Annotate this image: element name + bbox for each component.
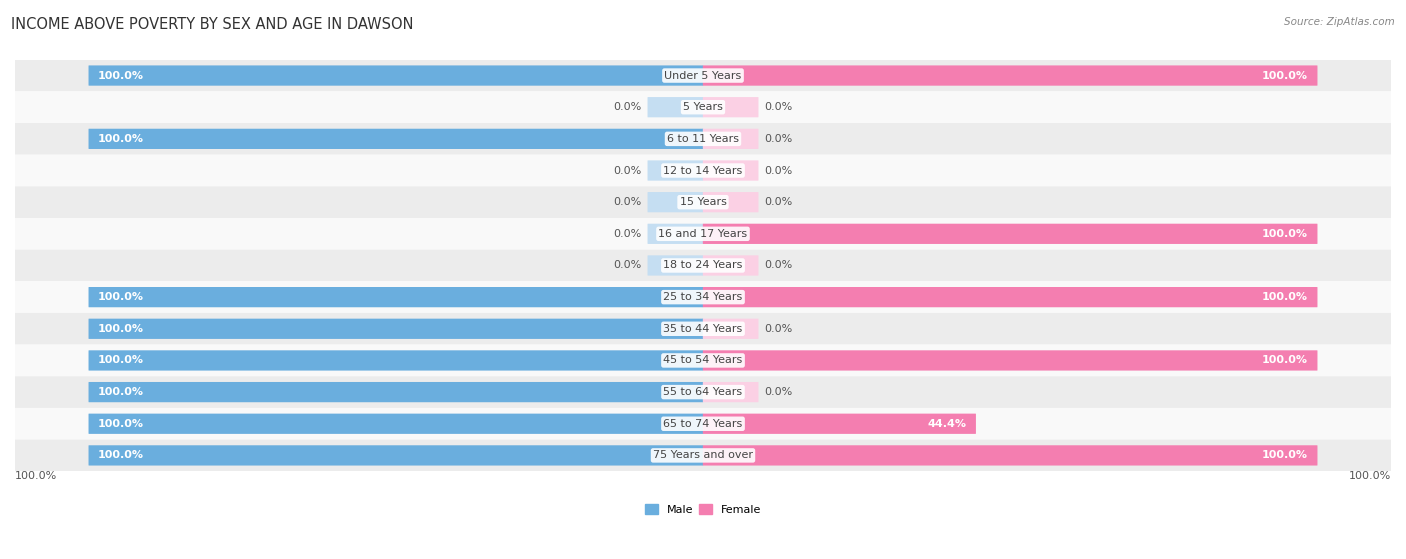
Text: 65 to 74 Years: 65 to 74 Years [664,419,742,429]
Text: 0.0%: 0.0% [613,260,641,271]
Text: 100.0%: 100.0% [98,419,143,429]
Text: 16 and 17 Years: 16 and 17 Years [658,229,748,239]
FancyBboxPatch shape [15,155,1391,186]
FancyBboxPatch shape [15,123,1391,155]
FancyBboxPatch shape [703,129,758,149]
FancyBboxPatch shape [703,224,1317,244]
Legend: Male, Female: Male, Female [640,500,766,519]
FancyBboxPatch shape [15,218,1391,250]
Text: 100.0%: 100.0% [1348,471,1391,481]
Text: 100.0%: 100.0% [98,387,143,397]
Text: 55 to 64 Years: 55 to 64 Years [664,387,742,397]
FancyBboxPatch shape [15,186,1391,218]
Text: 35 to 44 Years: 35 to 44 Years [664,324,742,334]
Text: 0.0%: 0.0% [765,260,793,271]
FancyBboxPatch shape [703,287,1317,307]
Text: 100.0%: 100.0% [1263,356,1308,366]
FancyBboxPatch shape [89,319,703,339]
Text: 6 to 11 Years: 6 to 11 Years [666,134,740,144]
Text: INCOME ABOVE POVERTY BY SEX AND AGE IN DAWSON: INCOME ABOVE POVERTY BY SEX AND AGE IN D… [11,17,413,32]
FancyBboxPatch shape [703,160,758,181]
Text: 0.0%: 0.0% [765,165,793,176]
Text: 100.0%: 100.0% [98,70,143,80]
FancyBboxPatch shape [89,287,703,307]
FancyBboxPatch shape [648,97,703,117]
FancyBboxPatch shape [648,255,703,276]
FancyBboxPatch shape [648,192,703,212]
Text: 100.0%: 100.0% [98,356,143,366]
FancyBboxPatch shape [703,446,1317,466]
Text: 12 to 14 Years: 12 to 14 Years [664,165,742,176]
FancyBboxPatch shape [15,439,1391,471]
Text: 0.0%: 0.0% [765,102,793,112]
Text: Source: ZipAtlas.com: Source: ZipAtlas.com [1284,17,1395,27]
Text: 0.0%: 0.0% [765,197,793,207]
Text: Under 5 Years: Under 5 Years [665,70,741,80]
FancyBboxPatch shape [703,382,758,402]
FancyBboxPatch shape [648,160,703,181]
Text: 0.0%: 0.0% [613,197,641,207]
Text: 18 to 24 Years: 18 to 24 Years [664,260,742,271]
FancyBboxPatch shape [703,97,758,117]
FancyBboxPatch shape [15,408,1391,439]
Text: 100.0%: 100.0% [1263,229,1308,239]
FancyBboxPatch shape [15,313,1391,344]
Text: 44.4%: 44.4% [928,419,966,429]
Text: 15 Years: 15 Years [679,197,727,207]
FancyBboxPatch shape [703,192,758,212]
Text: 45 to 54 Years: 45 to 54 Years [664,356,742,366]
Text: 75 Years and over: 75 Years and over [652,451,754,461]
FancyBboxPatch shape [15,60,1391,91]
FancyBboxPatch shape [89,446,703,466]
FancyBboxPatch shape [89,350,703,371]
FancyBboxPatch shape [703,350,1317,371]
Text: 100.0%: 100.0% [15,471,58,481]
Text: 0.0%: 0.0% [765,324,793,334]
Text: 100.0%: 100.0% [98,451,143,461]
Text: 0.0%: 0.0% [613,229,641,239]
Text: 5 Years: 5 Years [683,102,723,112]
FancyBboxPatch shape [89,382,703,402]
FancyBboxPatch shape [15,376,1391,408]
Text: 100.0%: 100.0% [1263,292,1308,302]
FancyBboxPatch shape [89,65,703,86]
Text: 100.0%: 100.0% [1263,70,1308,80]
Text: 0.0%: 0.0% [613,102,641,112]
FancyBboxPatch shape [89,129,703,149]
FancyBboxPatch shape [703,65,1317,86]
Text: 100.0%: 100.0% [1263,451,1308,461]
Text: 0.0%: 0.0% [613,165,641,176]
FancyBboxPatch shape [703,319,758,339]
Text: 25 to 34 Years: 25 to 34 Years [664,292,742,302]
FancyBboxPatch shape [15,344,1391,376]
FancyBboxPatch shape [15,91,1391,123]
FancyBboxPatch shape [703,414,976,434]
Text: 100.0%: 100.0% [98,292,143,302]
FancyBboxPatch shape [703,255,758,276]
FancyBboxPatch shape [89,414,703,434]
Text: 0.0%: 0.0% [765,134,793,144]
FancyBboxPatch shape [15,281,1391,313]
Text: 0.0%: 0.0% [765,387,793,397]
Text: 100.0%: 100.0% [98,134,143,144]
FancyBboxPatch shape [648,224,703,244]
FancyBboxPatch shape [15,250,1391,281]
Text: 100.0%: 100.0% [98,324,143,334]
